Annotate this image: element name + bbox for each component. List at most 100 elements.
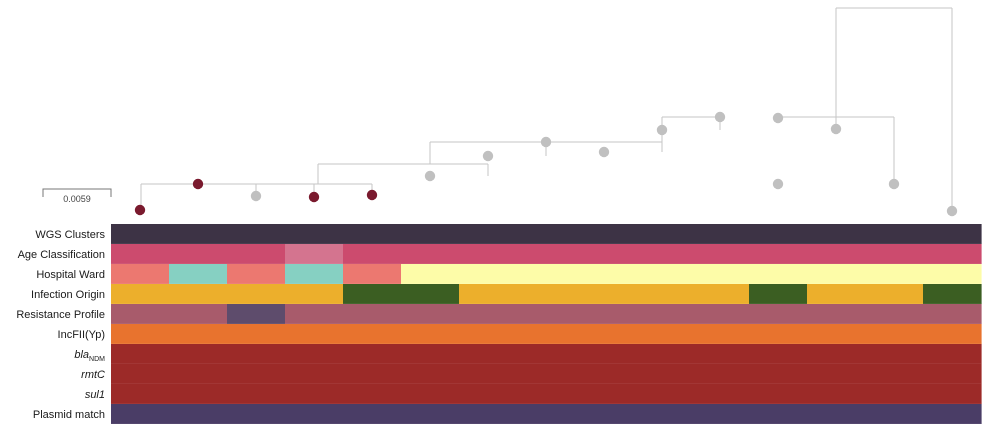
heatmap-cell [749,324,808,344]
heatmap-cell [227,244,286,264]
row-label-text: WGS Clusters [35,229,105,241]
annotation-heatmap [111,224,982,425]
heatmap-cell [285,244,344,264]
heatmap-cell [111,224,170,244]
tree-node [540,136,552,148]
tree-node-highlighted [308,191,320,203]
heatmap-cell [227,404,286,424]
heatmap-cell [169,324,228,344]
heatmap-cell [343,404,402,424]
heatmap-cell [575,224,634,244]
heatmap-cell [807,404,866,424]
heatmap-cell [285,224,344,244]
heatmap-cell [285,324,344,344]
heatmap-cell [169,284,228,304]
heatmap-cell [691,304,750,324]
heatmap-cell [285,364,344,384]
heatmap-cell [923,404,982,424]
heatmap-cell [923,344,982,364]
heatmap-cell [575,304,634,324]
heatmap-cell [807,344,866,364]
scale-bar: 0.0059 [42,188,112,204]
heatmap-cell [169,364,228,384]
heatmap-cell [633,384,692,404]
heatmap-cell [691,224,750,244]
heatmap-cell [459,244,518,264]
heatmap-cell [923,324,982,344]
heatmap-cell [923,304,982,324]
scale-bar-label: 0.0059 [63,194,91,204]
row-label-text: Hospital Ward [36,269,105,281]
heatmap-cell [111,404,170,424]
heatmap-cell [517,224,576,244]
heatmap-cell [343,224,402,244]
heatmap-cell [111,284,170,304]
heatmap-cell [749,384,808,404]
heatmap-cell [691,324,750,344]
heatmap-cell [575,364,634,384]
heatmap-cell [401,364,460,384]
heatmap-cell [575,324,634,344]
heatmap-cell [633,404,692,424]
heatmap-cell [749,344,808,364]
heatmap-cell [807,284,866,304]
heatmap-cell [633,244,692,264]
heatmap-cell [691,264,750,284]
heatmap-cell [343,284,402,304]
heatmap-cell [459,384,518,404]
heatmap-cell [691,344,750,364]
row-label-text: Age Classification [18,249,105,261]
heatmap-cell [111,304,170,324]
row-label-text: Infection Origin [31,289,105,301]
heatmap-cell [923,244,982,264]
heatmap-cell [749,364,808,384]
heatmap-cell [459,264,518,284]
heatmap-cell [227,304,286,324]
heatmap-cell [517,264,576,284]
heatmap-cell [865,344,924,364]
heatmap-cell [517,324,576,344]
tree-node [656,124,668,136]
heatmap-cell [923,224,982,244]
heatmap-cell [691,284,750,304]
heatmap-cell [401,284,460,304]
heatmap-cell [749,304,808,324]
heatmap-cell [749,244,808,264]
heatmap-cell [865,224,924,244]
row-labels: WGS Clusters Age Classification Hospital W… [16,229,105,421]
tree-node [714,111,726,123]
heatmap-cell [343,344,402,364]
row-label: WGS Clusters [35,229,105,241]
heatmap-cell [865,404,924,424]
heatmap-cell [633,224,692,244]
tree-node [424,170,436,182]
heatmap-cell [227,344,286,364]
heatmap-cell [285,264,344,284]
heatmap-cell [749,264,808,284]
heatmap-cell [749,404,808,424]
heatmap-cell [807,264,866,284]
row-label: blaNDM [74,349,105,363]
heatmap-cell [343,304,402,324]
heatmap-cell [169,344,228,364]
heatmap-cell [865,284,924,304]
heatmap-cell [633,264,692,284]
heatmap-cell [517,344,576,364]
row-label: Plasmid match [33,409,105,421]
heatmap-cell [923,264,982,284]
heatmap-cell [227,224,286,244]
heatmap-cell [865,244,924,264]
row-label: Hospital Ward [36,269,105,281]
heatmap-cell [401,344,460,364]
row-label-subscript: NDM [89,356,105,363]
heatmap-cell [575,384,634,404]
tree-node-highlighted [134,204,146,216]
heatmap-cell [575,264,634,284]
tree-internal-node [772,112,784,124]
row-label: Resistance Profile [16,309,105,321]
heatmap-cell [865,304,924,324]
heatmap-cell [401,404,460,424]
tree-node [250,190,262,202]
heatmap-cell [343,264,402,284]
